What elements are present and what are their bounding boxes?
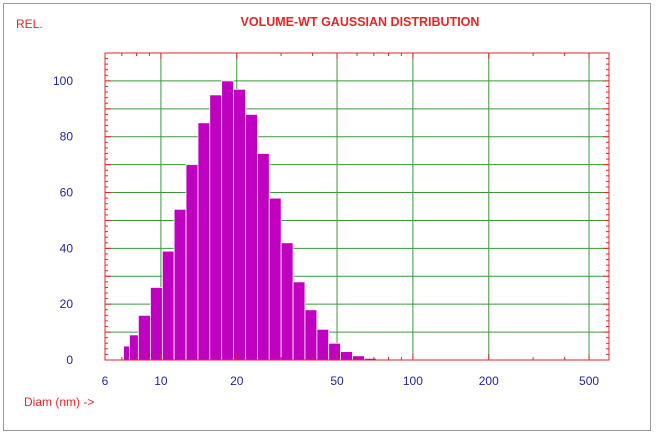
chart: VOLUME-WT GAUSSIAN DISTRIBUTION REL. Dia… [16,15,610,409]
y-tick-label: 100 [53,74,73,88]
histogram-bar [340,351,353,361]
histogram-bar [197,122,211,361]
histogram-bar [185,164,199,361]
histogram-bar [161,250,175,361]
chart-frame: VOLUME-WT GAUSSIAN DISTRIBUTION REL. Dia… [3,3,651,431]
x-tick-label: 200 [479,374,499,388]
y-tick-label: 0 [66,353,73,367]
histogram-bar [150,287,163,361]
x-tick-label: 100 [403,374,423,388]
histogram-bar [233,88,246,361]
y-tick-label: 80 [60,130,74,144]
histogram-bar [328,342,341,361]
chart-title: VOLUME-WT GAUSSIAN DISTRIBUTION [241,15,480,29]
histogram-bar [137,314,151,361]
histogram-bar [304,309,318,361]
x-tick-label: 20 [230,374,244,388]
histogram-bar [280,242,294,361]
y-axis-label: REL. [16,17,43,31]
histogram-bar [292,281,306,361]
y-tick-labels: 0 20 40 60 80 100 [53,74,73,367]
y-tick-label: 40 [60,241,74,255]
histogram-bar [316,328,330,361]
histogram-bar [173,208,187,361]
histogram-bar [221,80,234,361]
histogram-bar [268,197,282,361]
histogram-bar [209,94,223,361]
x-tick-label: 500 [579,374,599,388]
x-axis-label: Diam (nm) -> [24,395,94,409]
x-tick-label: 10 [154,374,168,388]
x-tick-label: 50 [330,374,344,388]
y-tick-label: 60 [60,186,74,200]
histogram-bar [245,114,258,361]
x-tick-labels: 6 10 20 50 100 200 500 [102,374,600,388]
x-tick-label: 6 [102,374,109,388]
y-tick-label: 20 [60,297,74,311]
histogram-bar [128,334,139,361]
histogram-bar [352,355,365,361]
histogram-bar [257,153,270,361]
histogram-bar [123,345,130,361]
axis-frame [104,52,610,361]
